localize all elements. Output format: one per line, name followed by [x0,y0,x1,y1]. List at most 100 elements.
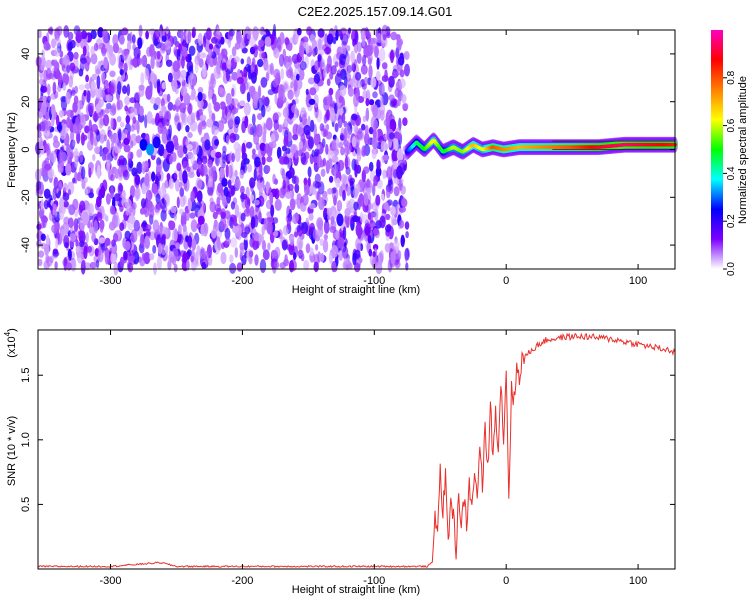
noise-cell [127,158,133,172]
noise-cell [372,251,376,258]
noise-cell [303,124,311,136]
noise-cell [67,189,71,196]
noise-cell [257,59,264,68]
noise-cell [396,148,404,162]
noise-cell [361,214,369,224]
noise-cell [245,63,251,72]
noise-cell [236,31,242,45]
noise-cell [88,203,94,217]
noise-cell [190,255,194,263]
noise-cell [145,85,153,100]
noise-cell [92,132,98,146]
noise-cell [239,100,246,107]
noise-cell [368,161,374,172]
noise-cell [381,24,389,39]
noise-cell [153,29,160,41]
noise-cell [348,262,353,270]
noise-cell [118,155,126,166]
noise-cell [104,237,111,247]
noise-cell [225,92,232,106]
noise-cell [302,193,309,206]
noise-cell [57,167,64,174]
noise-cell [310,255,314,263]
noise-cell [143,175,150,187]
noise-cell [40,198,44,211]
noise-cell [279,32,285,45]
noise-cell [381,36,388,48]
noise-cell [40,215,49,224]
noise-cell [345,45,351,52]
noise-cell [168,178,174,190]
noise-cell [273,47,280,59]
noise-cell [85,74,89,83]
noise-cell [123,62,128,73]
noise-cell [379,95,384,108]
y-tick-label: 1.5 [20,368,32,383]
noise-cell [86,90,91,104]
noise-cell [221,48,228,58]
snr-frame [37,329,676,570]
noise-cell [274,199,282,211]
noise-cell [382,34,387,41]
noise-cell [72,122,78,134]
noise-cell [271,249,279,261]
noise-cell [313,94,319,108]
noise-cell [384,243,391,253]
noise-cell [90,53,98,65]
noise-cell [195,202,202,209]
noise-cell [111,239,116,247]
noise-cell [367,234,372,244]
noise-cell [171,248,179,262]
noise-cell [144,205,149,218]
noise-cell [106,159,111,167]
noise-cell [326,207,333,216]
noise-cell [211,125,219,136]
noise-cell [223,186,229,197]
noise-cell [123,250,128,261]
noise-cell [188,45,196,56]
noise-cell [299,45,305,58]
noise-cell [267,242,271,251]
noise-cell [328,107,336,122]
noise-cell [177,233,184,245]
noise-cell [160,98,165,108]
noise-cell [173,263,178,273]
noise-cell [234,179,241,189]
noise-cell [257,195,265,207]
noise-cell [204,250,209,265]
noise-cell [173,228,178,242]
noise-cell [227,179,232,189]
noise-cell [52,140,61,149]
noise-cell [161,81,167,90]
noise-cell [326,109,330,120]
noise-cell [277,124,283,133]
noise-cell [221,242,225,250]
noise-cell [231,87,235,97]
noise-cell [149,44,155,58]
noise-cell [230,201,236,210]
noise-cell [404,247,410,261]
noise-cell [338,95,344,104]
noise-cell [85,232,89,243]
noise-cell [281,239,288,251]
noise-cell [218,191,224,201]
noise-cell [197,179,204,189]
noise-cell [156,50,161,60]
noise-cell [84,187,88,196]
noise-cell [352,252,357,266]
noise-cell [265,117,273,131]
noise-cell [221,150,227,164]
noise-cell [239,81,246,95]
noise-cell [376,159,381,172]
noise-cell [313,73,321,84]
noise-cell [197,98,204,109]
noise-cell [207,159,213,168]
noise-cell [282,179,287,190]
noise-cell [97,111,104,119]
noise-cell [318,197,325,211]
noise-cell [397,250,402,261]
noise-cell [112,42,119,54]
noise-cell [217,120,225,132]
noise-cell [173,212,177,221]
noise-cell [326,78,331,86]
